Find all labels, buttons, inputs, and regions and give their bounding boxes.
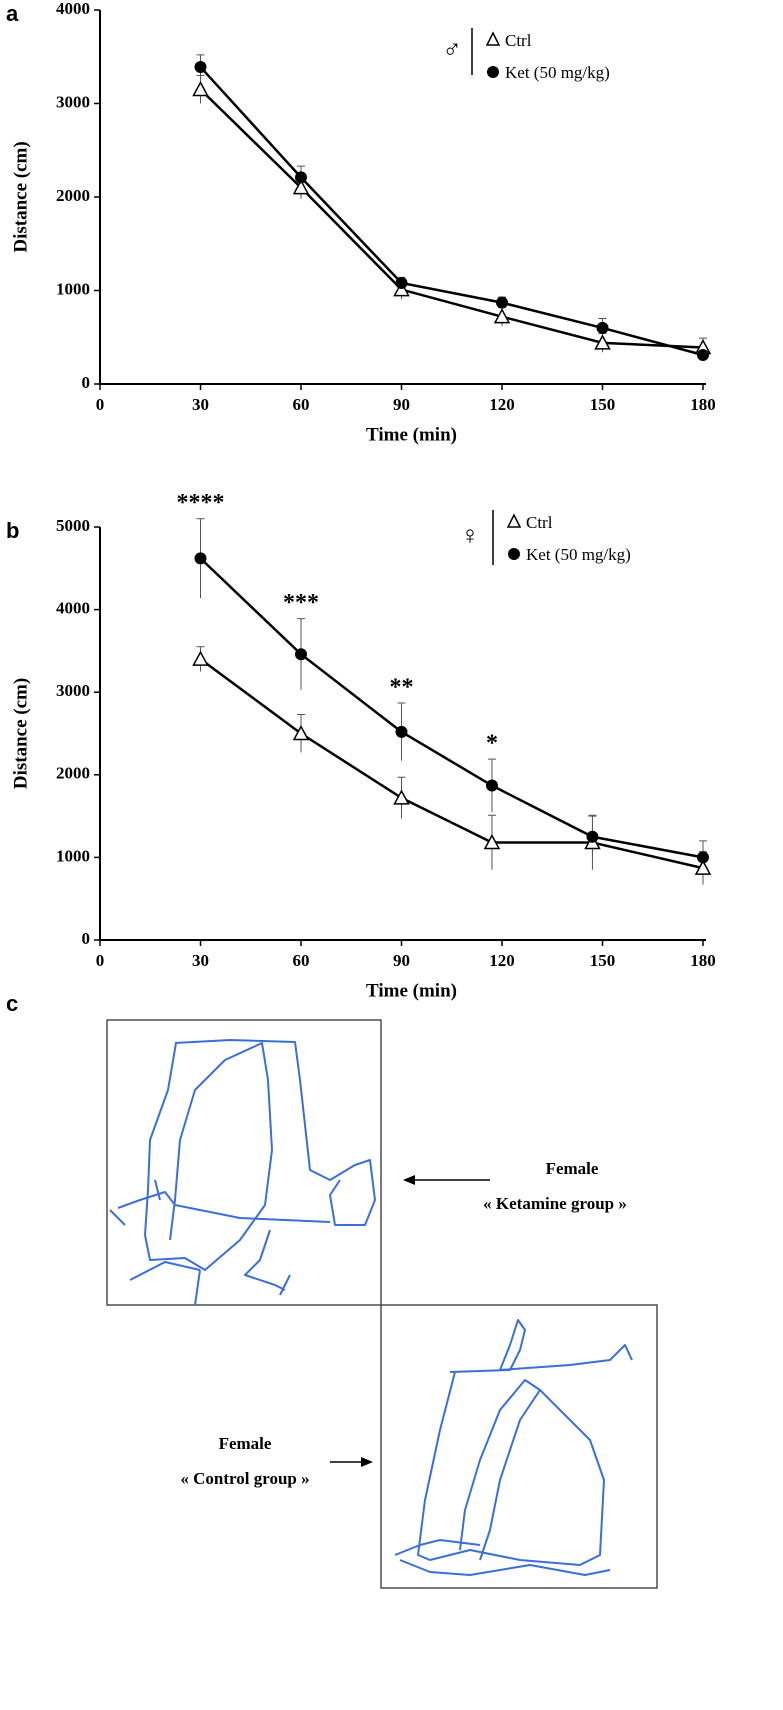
- control-trajectory: [394, 1319, 633, 1576]
- y-tick-label: 3000: [56, 92, 90, 111]
- legend-marker: [485, 31, 501, 46]
- marker: [292, 724, 310, 741]
- marker: [697, 349, 709, 362]
- x-tick-label: 150: [590, 951, 616, 970]
- y-tick-label: 3000: [56, 681, 90, 700]
- y-axis-title: Distance (cm): [10, 678, 31, 789]
- y-tick-label: 1000: [56, 846, 90, 865]
- marker: [483, 833, 501, 850]
- marker: [194, 552, 207, 565]
- marker: [485, 779, 498, 792]
- caption: « Control group »: [180, 1469, 309, 1488]
- marker: [594, 334, 611, 350]
- x-tick-label: 180: [690, 395, 716, 414]
- ketamine-arena: [106, 1019, 382, 1306]
- y-axis-title: Distance (cm): [10, 141, 31, 252]
- legend-title: ♀: [460, 521, 480, 550]
- x-tick-label: 120: [489, 951, 515, 970]
- y-tick-label: 0: [82, 929, 91, 948]
- legend-marker: [508, 548, 520, 560]
- x-tick-label: 60: [293, 395, 310, 414]
- x-tick-label: 90: [393, 951, 410, 970]
- ketamine-trajectory: [109, 1039, 376, 1306]
- significance: *: [486, 731, 498, 757]
- marker: [393, 789, 410, 805]
- y-tick-label: 4000: [56, 0, 90, 18]
- significance: **: [390, 674, 414, 700]
- legend-label: Ctrl: [505, 31, 532, 50]
- x-tick-label: 0: [96, 395, 105, 414]
- marker: [694, 859, 712, 875]
- marker: [496, 296, 508, 309]
- marker: [393, 280, 410, 297]
- marker: [493, 308, 511, 324]
- panel-label: a: [6, 1, 19, 26]
- series-line: [199, 66, 704, 357]
- series-line: [199, 658, 704, 870]
- legend-title: ♂: [442, 35, 462, 64]
- caption: « Ketamine group »: [483, 1194, 627, 1213]
- marker: [194, 61, 207, 74]
- x-axis-title: Time (min): [366, 424, 457, 445]
- x-tick-label: 150: [590, 395, 616, 414]
- x-tick-label: 120: [489, 395, 515, 414]
- x-tick-label: 90: [393, 395, 410, 414]
- x-tick-label: 30: [192, 395, 209, 414]
- x-tick-label: 180: [690, 951, 716, 970]
- marker: [395, 725, 408, 738]
- y-tick-label: 5000: [56, 516, 90, 535]
- y-tick-label: 2000: [56, 764, 90, 783]
- significance: ****: [177, 490, 225, 516]
- y-tick-label: 2000: [56, 186, 90, 205]
- marker: [192, 80, 209, 97]
- arrow-head: [361, 1457, 373, 1467]
- marker: [295, 171, 307, 184]
- legend-label: Ket (50 mg/kg): [505, 63, 610, 82]
- control-arena: [380, 1304, 658, 1589]
- y-tick-label: 0: [82, 373, 91, 392]
- significance: ***: [283, 590, 319, 616]
- marker: [596, 321, 609, 334]
- marker: [697, 851, 709, 864]
- panel-label: b: [6, 518, 19, 543]
- x-axis-title: Time (min): [366, 980, 457, 1001]
- legend-label: Ctrl: [526, 513, 553, 532]
- marker: [192, 650, 209, 666]
- caption: Female: [219, 1434, 272, 1453]
- y-tick-label: 4000: [56, 599, 90, 618]
- marker: [395, 277, 408, 290]
- marker: [295, 648, 307, 661]
- series-line: [199, 88, 704, 349]
- legend-marker: [506, 513, 522, 528]
- x-tick-label: 0: [96, 951, 105, 970]
- legend-label: Ket (50 mg/kg): [526, 545, 631, 564]
- caption: Female: [546, 1159, 599, 1178]
- arrow-head: [403, 1175, 415, 1185]
- y-tick-label: 1000: [56, 279, 90, 298]
- x-tick-label: 60: [293, 951, 310, 970]
- x-tick-label: 30: [192, 951, 209, 970]
- marker: [292, 179, 310, 195]
- marker: [586, 830, 599, 843]
- legend-marker: [487, 66, 499, 78]
- panel-label: c: [6, 991, 18, 1016]
- series-line: [199, 557, 704, 859]
